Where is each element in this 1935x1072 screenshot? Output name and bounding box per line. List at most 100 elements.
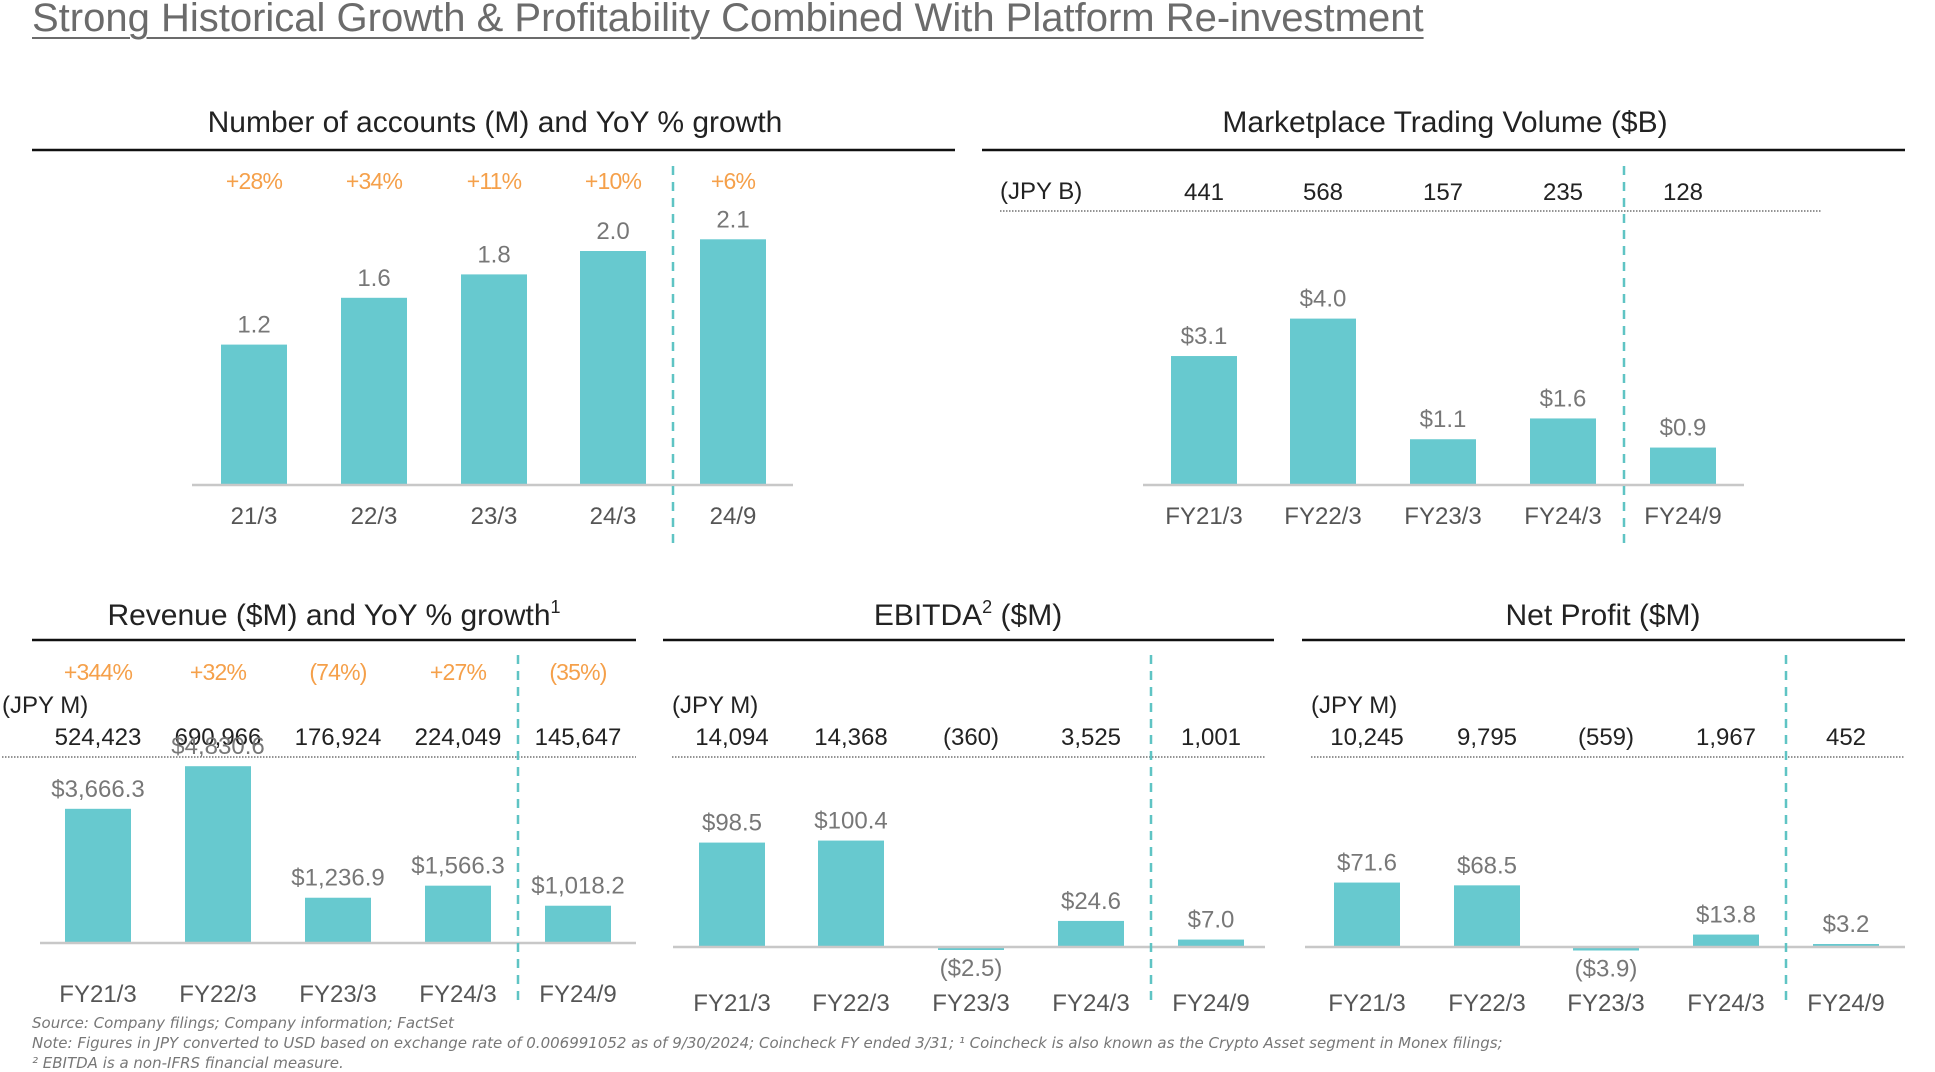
- ebitda-svg: EBITDA2 ($M) (JPY M) 14,094 14,368 (360) 3,52…: [663, 597, 1274, 1017]
- value-label: 1.6: [357, 265, 390, 292]
- footnote-note: Note: Figures in JPY converted to USD ba…: [32, 1034, 1503, 1052]
- growth-label: (74%): [309, 659, 366, 685]
- category-label: FY24/3: [419, 981, 496, 1008]
- net-profit-svg: Net Profit ($M) (JPY M) 10,245 9,795 (559) 1,…: [1302, 599, 1905, 1017]
- bar: [1573, 947, 1639, 951]
- bar: [65, 808, 131, 943]
- value-label: $1.6: [1540, 385, 1587, 412]
- revenue-chart: Revenue ($M) and YoY % growth1 (JPY M) 524…: [0, 0, 660, 1030]
- category-label: FY24/9: [1807, 990, 1884, 1017]
- accounts-svg: Number of accounts (M) and YoY % growth +…: [32, 106, 955, 545]
- growth-label: (35%): [549, 659, 606, 685]
- page-title: Strong Historical Growth & Profitability…: [32, 0, 1424, 40]
- growth-label: +28%: [226, 168, 283, 194]
- currency-label: (JPY M): [2, 692, 88, 719]
- jpy-value: 14,368: [814, 724, 887, 751]
- category-label: FY21/3: [1328, 990, 1405, 1017]
- footnote-ebitda: ² EBITDA is a non-IFRS financial measure…: [32, 1054, 344, 1072]
- growth-label: +10%: [585, 168, 642, 194]
- chart-title: Net Profit ($M): [1505, 599, 1700, 632]
- bar: [1290, 318, 1356, 485]
- bar: [1530, 418, 1596, 485]
- category-label: FY22/3: [1448, 990, 1525, 1017]
- value-label: ($2.5): [940, 955, 1003, 982]
- accounts-chart: Number of accounts (M) and YoY % growth +…: [0, 0, 960, 560]
- value-label: $1.1: [1420, 406, 1467, 433]
- category-label: FY24/9: [1172, 990, 1249, 1017]
- jpy-value: 524,423: [55, 724, 142, 751]
- footnote-source: Source: Company filings; Company informa…: [32, 1014, 454, 1032]
- jpy-value: 3,525: [1061, 724, 1121, 751]
- jpy-value: 235: [1543, 179, 1583, 206]
- value-label: $24.6: [1061, 888, 1121, 915]
- category-label: FY23/3: [1404, 503, 1481, 530]
- chart-title-text: EBITDA: [874, 599, 982, 632]
- growth-label: +11%: [467, 168, 522, 194]
- category-label: FY21/3: [693, 990, 770, 1017]
- category-label: FY23/3: [1567, 990, 1644, 1017]
- value-label: $0.9: [1660, 415, 1707, 442]
- category-label: FY24/3: [1052, 990, 1129, 1017]
- value-label: $71.6: [1337, 850, 1397, 877]
- bar: [305, 897, 371, 943]
- jpy-value: 452: [1826, 724, 1866, 751]
- bar: [1813, 944, 1879, 947]
- category-label: FY23/3: [932, 990, 1009, 1017]
- category-label: FY21/3: [59, 981, 136, 1008]
- jpy-value: (559): [1578, 724, 1634, 751]
- bar: [938, 947, 1004, 950]
- bar: [1178, 939, 1244, 947]
- trading-volume-svg: Marketplace Trading Volume ($B) (JPY B) 44…: [982, 106, 1905, 545]
- bar: [461, 274, 527, 485]
- bar: [1693, 934, 1759, 947]
- value-label: $1,018.2: [531, 873, 624, 900]
- jpy-value: 568: [1303, 179, 1343, 206]
- value-label: $1,236.9: [291, 865, 384, 892]
- chart-title: EBITDA2 ($M): [874, 597, 1062, 632]
- jpy-value: 176,924: [295, 724, 382, 751]
- jpy-value: 224,049: [415, 724, 502, 751]
- jpy-value: 690,966: [175, 724, 262, 751]
- jpy-value: 145,647: [535, 724, 622, 751]
- value-label: $4.0: [1300, 286, 1347, 313]
- value-label: $3.1: [1181, 323, 1228, 350]
- chart-title: Number of accounts (M) and YoY % growth: [208, 106, 783, 139]
- currency-label: (JPY B): [1000, 178, 1082, 205]
- bar: [425, 885, 491, 943]
- bar: [221, 344, 287, 485]
- value-label: 1.8: [477, 241, 510, 268]
- value-label: $4,830.6: [171, 733, 264, 760]
- value-label: $100.4: [814, 808, 887, 835]
- bar: [700, 239, 766, 485]
- chart-title: Revenue ($M) and YoY % growth1: [107, 597, 560, 632]
- bar: [818, 840, 884, 947]
- chart-title-sup: 1: [551, 597, 561, 617]
- bar: [1171, 356, 1237, 485]
- chart-title-text: Marketplace Trading Volume ($B): [1222, 106, 1667, 139]
- bar: [1454, 885, 1520, 947]
- bar: [1410, 439, 1476, 485]
- value-label: $13.8: [1696, 902, 1756, 929]
- value-label: $1,566.3: [411, 853, 504, 880]
- bar: [699, 842, 765, 947]
- category-label: FY24/9: [539, 981, 616, 1008]
- revenue-svg: Revenue ($M) and YoY % growth1 (JPY M) 524…: [2, 597, 636, 1008]
- chart-title: Marketplace Trading Volume ($B): [1222, 106, 1667, 139]
- growth-label: +27%: [430, 659, 487, 685]
- jpy-value: 1,967: [1696, 724, 1756, 751]
- growth-label: +344%: [64, 659, 133, 685]
- currency-label: (JPY M): [672, 692, 758, 719]
- category-label: FY24/3: [1687, 990, 1764, 1017]
- jpy-value: 128: [1663, 179, 1703, 206]
- chart-title-text: Revenue ($M) and YoY % growth: [107, 599, 550, 632]
- bar: [185, 766, 251, 943]
- net-profit-chart: Net Profit ($M) (JPY M) 10,245 9,795 (559) 1,…: [1302, 599, 1905, 1017]
- value-label: ($3.9): [1575, 956, 1638, 983]
- jpy-value: 14,094: [695, 724, 768, 751]
- category-label: 23/3: [471, 503, 518, 530]
- value-label: $7.0: [1188, 907, 1235, 934]
- growth-label: +32%: [190, 659, 247, 685]
- category-label: FY24/3: [1524, 503, 1601, 530]
- category-label: 24/9: [710, 503, 757, 530]
- jpy-value: 10,245: [1330, 724, 1403, 751]
